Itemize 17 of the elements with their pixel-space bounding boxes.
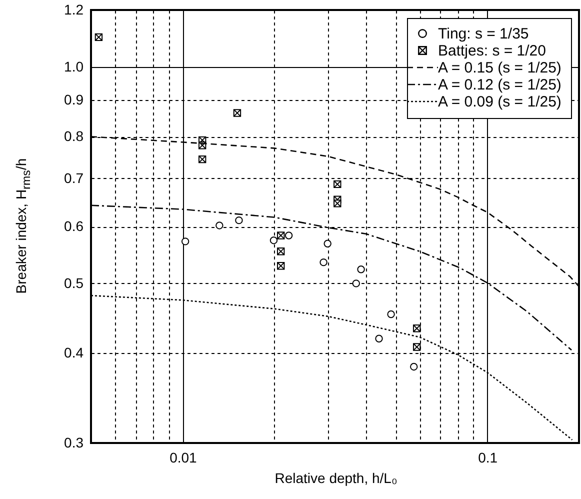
y-tick-label: 0.9 [64, 91, 84, 108]
y-tick-label: 1.0 [64, 58, 84, 74]
y-tick-label: 0.4 [64, 344, 84, 361]
y-tick-label: 0.6 [64, 218, 84, 234]
legend-label: A = 0.15 (s = 1/25) [438, 60, 562, 76]
legend-label: Ting: s = 1/35 [438, 26, 529, 42]
legend-label: A = 0.09 (s = 1/25) [438, 94, 562, 110]
y-tick-label: 0.7 [64, 170, 84, 186]
y-tick-label: 1.2 [64, 2, 84, 18]
y-tick-label: 0.3 [64, 434, 84, 450]
legend-label: A = 0.12 (s = 1/25) [438, 76, 562, 94]
x-tick-label: 0.1 [478, 450, 498, 466]
x-tick-label: 0.01 [170, 450, 198, 466]
legend-label: Battjes: s = 1/20 [438, 42, 546, 60]
y-tick-label: 0.5 [64, 274, 84, 291]
y-tick-label: 0.8 [64, 128, 84, 144]
x-axis-title: Relative depth, h/L₀ [274, 470, 398, 486]
